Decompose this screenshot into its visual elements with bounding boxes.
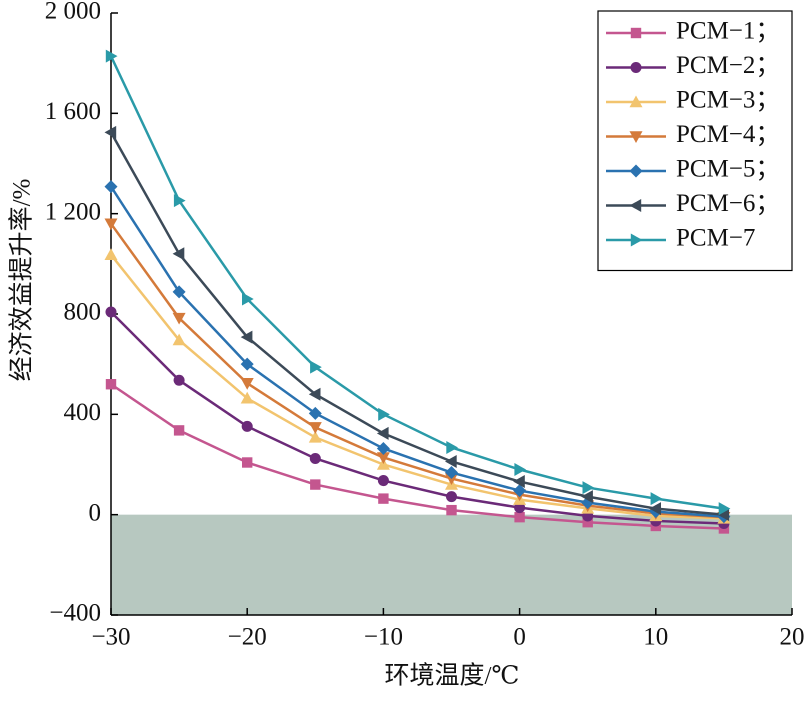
- marker: [376, 452, 390, 464]
- marker: [582, 516, 593, 528]
- marker: [173, 425, 185, 436]
- marker: [446, 504, 457, 516]
- marker: [308, 406, 322, 420]
- marker: [376, 441, 390, 455]
- marker: [172, 285, 186, 299]
- marker: [629, 95, 643, 108]
- marker: [241, 420, 253, 432]
- marker: [173, 374, 185, 386]
- x-axis-label: 环境温度/℃: [385, 662, 520, 690]
- legend-label: PCM−2；: [676, 52, 780, 79]
- marker: [376, 426, 389, 440]
- legend-box: [597, 10, 793, 272]
- marker: [240, 357, 254, 371]
- marker: [309, 452, 321, 465]
- marker: [104, 248, 118, 261]
- marker: [242, 292, 254, 306]
- marker: [514, 463, 527, 477]
- x-tick-label: −20: [228, 624, 267, 651]
- x-tick-label: 0: [513, 624, 526, 651]
- marker: [513, 484, 527, 498]
- marker: [649, 502, 661, 516]
- marker: [514, 502, 526, 514]
- marker: [445, 491, 458, 503]
- marker: [308, 387, 321, 401]
- marker: [630, 61, 642, 74]
- marker: [172, 247, 185, 261]
- x-tick-label: −30: [91, 624, 130, 651]
- marker: [582, 481, 595, 495]
- marker: [105, 49, 118, 63]
- legend-label: PCM−7: [676, 225, 755, 252]
- series-line: [109, 185, 724, 518]
- marker: [242, 457, 253, 468]
- legend-label: PCM−3；: [676, 87, 780, 114]
- x-tick-label: −10: [364, 624, 403, 651]
- marker: [308, 422, 322, 434]
- marker: [718, 502, 731, 516]
- y-tick-label: 800: [64, 299, 102, 326]
- marker: [308, 430, 322, 443]
- marker: [630, 233, 643, 247]
- marker: [104, 125, 117, 139]
- series-line: [109, 55, 725, 510]
- marker: [514, 511, 525, 523]
- marker: [630, 27, 642, 39]
- y-tick-label: −400: [49, 600, 101, 627]
- negative-region: [111, 514, 792, 615]
- marker: [581, 490, 593, 504]
- legend-label: PCM−1；: [676, 18, 780, 45]
- marker: [650, 492, 663, 506]
- legend-label: PCM−6；: [676, 190, 780, 217]
- marker: [377, 475, 389, 487]
- marker: [445, 466, 458, 480]
- marker: [172, 312, 186, 325]
- marker: [310, 479, 321, 490]
- marker: [173, 194, 186, 208]
- marker: [104, 180, 118, 194]
- y-tick-label: 1 200: [45, 198, 101, 225]
- marker: [105, 306, 117, 318]
- y-tick-label: 2 000: [45, 0, 101, 25]
- marker: [240, 330, 253, 344]
- marker: [240, 391, 254, 404]
- series-line: [110, 254, 724, 520]
- x-tick-label: 20: [780, 624, 805, 651]
- legend: PCM−1； PCM−2； PCM−3； PCM−4； PCM−5； PCM−6； PCM−…: [597, 10, 793, 272]
- marker: [378, 493, 389, 504]
- marker: [310, 360, 322, 374]
- marker: [105, 379, 117, 390]
- marker: [717, 508, 730, 522]
- marker: [445, 473, 458, 486]
- marker: [513, 475, 525, 489]
- marker: [629, 164, 643, 178]
- marker: [629, 131, 643, 143]
- marker: [629, 199, 642, 212]
- legend-label: PCM−5；: [676, 156, 780, 183]
- y-axis-label: 经济效益提升率/%: [8, 179, 36, 382]
- marker: [445, 454, 457, 468]
- series-line: [109, 131, 725, 516]
- series-line: [110, 311, 724, 525]
- series-line: [110, 383, 724, 530]
- marker: [104, 218, 118, 231]
- y-tick-label: 0: [89, 499, 102, 526]
- marker: [240, 378, 254, 390]
- marker: [378, 407, 390, 421]
- legend-label: PCM−4；: [676, 121, 780, 148]
- series-line: [109, 222, 724, 519]
- marker: [446, 440, 458, 454]
- marker: [172, 333, 186, 346]
- y-tick-label: 400: [64, 399, 102, 426]
- y-tick-label: 1 600: [45, 98, 101, 125]
- x-tick-label: 10: [643, 624, 668, 651]
